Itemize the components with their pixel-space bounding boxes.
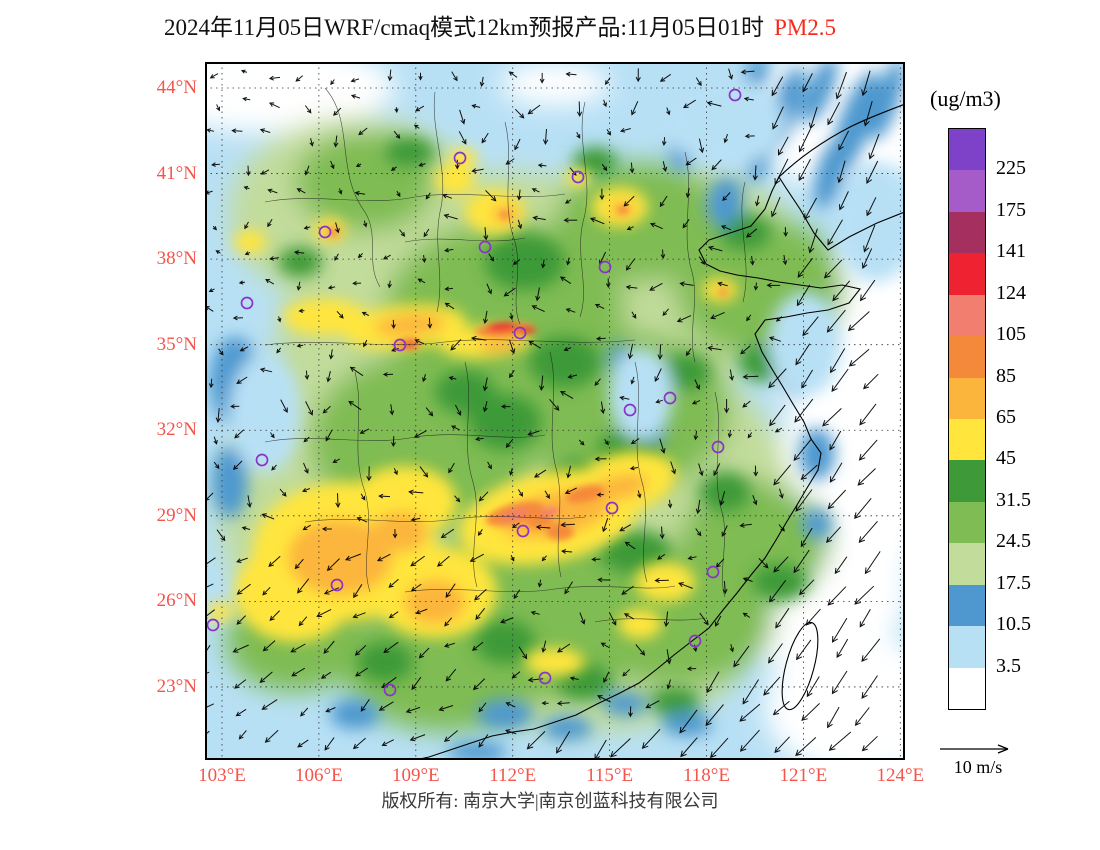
station-marker bbox=[598, 260, 612, 274]
taiwan-outline bbox=[781, 621, 819, 711]
colorbar-level-label: 105 bbox=[996, 323, 1026, 346]
station-marker bbox=[623, 403, 637, 417]
lat-label: 23°N bbox=[156, 675, 197, 697]
station-marker bbox=[663, 391, 677, 405]
station-marker bbox=[571, 170, 585, 184]
lon-label: 109°E bbox=[391, 765, 440, 786]
station-marker bbox=[728, 88, 742, 102]
lon-label: 106°E bbox=[295, 765, 343, 786]
station-marker bbox=[513, 326, 527, 340]
colorbar-block bbox=[949, 626, 985, 669]
station-marker bbox=[706, 565, 720, 579]
station-marker bbox=[605, 501, 619, 515]
station-marker bbox=[478, 240, 492, 254]
wind-arrows-layer bbox=[205, 68, 881, 760]
station-marker bbox=[516, 524, 530, 538]
station-marker bbox=[255, 453, 269, 467]
lon-label: 112°E bbox=[489, 765, 537, 786]
lat-label: 41°N bbox=[156, 162, 197, 184]
coastline bbox=[414, 103, 905, 760]
colorbar-block bbox=[949, 253, 985, 296]
colorbar-level-label: 10.5 bbox=[996, 613, 1031, 636]
title-main: 2024年11月05日WRF/cmaq模式12km预报产品:11月05日01时 bbox=[163, 15, 765, 40]
page-title: 2024年11月05日WRF/cmaq模式12km预报产品:11月05日01时 P… bbox=[0, 8, 1000, 42]
lat-label: 26°N bbox=[156, 590, 197, 612]
colorbar-block bbox=[949, 336, 985, 379]
graticule bbox=[205, 62, 905, 760]
lat-label: 38°N bbox=[156, 248, 197, 270]
colorbar-block bbox=[949, 667, 985, 710]
colorbar-block bbox=[949, 170, 985, 213]
lon-label: 121°E bbox=[779, 765, 828, 786]
station-marker bbox=[538, 671, 552, 685]
colorbar-level-label: 141 bbox=[996, 240, 1026, 263]
station-marker bbox=[240, 296, 254, 310]
lat-label: 29°N bbox=[156, 504, 197, 526]
station-marker bbox=[330, 578, 344, 592]
colorbar-block bbox=[949, 460, 985, 503]
station-marker bbox=[393, 338, 407, 352]
map-plot-area bbox=[205, 62, 905, 760]
lat-label: 35°N bbox=[156, 333, 197, 355]
station-markers bbox=[206, 88, 742, 697]
station-marker bbox=[206, 618, 220, 632]
colorbar-unit-label: (ug/m3) bbox=[930, 86, 1001, 111]
copyright-text: 版权所有: 南京大学|南京创蓝科技有限公司 bbox=[381, 791, 719, 811]
colorbar-level-label: 17.5 bbox=[996, 571, 1031, 594]
colorbar-block bbox=[949, 377, 985, 420]
station-marker bbox=[318, 225, 332, 239]
wind-reference-label: 10 m/s bbox=[953, 757, 1003, 777]
station-marker bbox=[453, 151, 467, 165]
colorbar-level-label: 24.5 bbox=[996, 530, 1031, 553]
colorbar-level-label: 85 bbox=[996, 364, 1016, 387]
lat-label: 32°N bbox=[156, 419, 197, 441]
pollution-field bbox=[205, 62, 905, 760]
colorbar bbox=[948, 128, 986, 710]
colorbar-block bbox=[949, 211, 985, 255]
colorbar-level-label: 225 bbox=[996, 157, 1026, 180]
colorbar-block bbox=[949, 294, 985, 338]
lon-label: 103°E bbox=[198, 765, 246, 786]
colorbar-level-label: 124 bbox=[996, 281, 1026, 304]
station-marker bbox=[711, 440, 725, 454]
colorbar-level-label: 3.5 bbox=[996, 654, 1021, 677]
map-frame bbox=[205, 62, 905, 760]
colorbar-block bbox=[949, 419, 985, 462]
pm25-map-svg bbox=[205, 62, 905, 760]
lat-label: 44°N bbox=[156, 77, 197, 98]
colorbar-block bbox=[949, 584, 985, 628]
station-marker bbox=[383, 683, 397, 697]
station-marker bbox=[688, 634, 702, 648]
lon-label: 118°E bbox=[683, 765, 730, 786]
colorbar-level-label: 65 bbox=[996, 406, 1016, 428]
colorbar-block bbox=[949, 543, 985, 586]
lon-label: 124°E bbox=[876, 765, 925, 786]
colorbar-block bbox=[949, 501, 985, 545]
colorbar-level-label: 45 bbox=[996, 447, 1016, 470]
colorbar-level-label: 175 bbox=[996, 198, 1026, 221]
title-pollutant: PM2.5 bbox=[774, 15, 837, 40]
colorbar-block bbox=[949, 129, 985, 172]
lon-label: 115°E bbox=[586, 765, 634, 786]
wind-reference-arrow bbox=[940, 744, 1009, 754]
colorbar-level-label: 31.5 bbox=[996, 488, 1031, 511]
